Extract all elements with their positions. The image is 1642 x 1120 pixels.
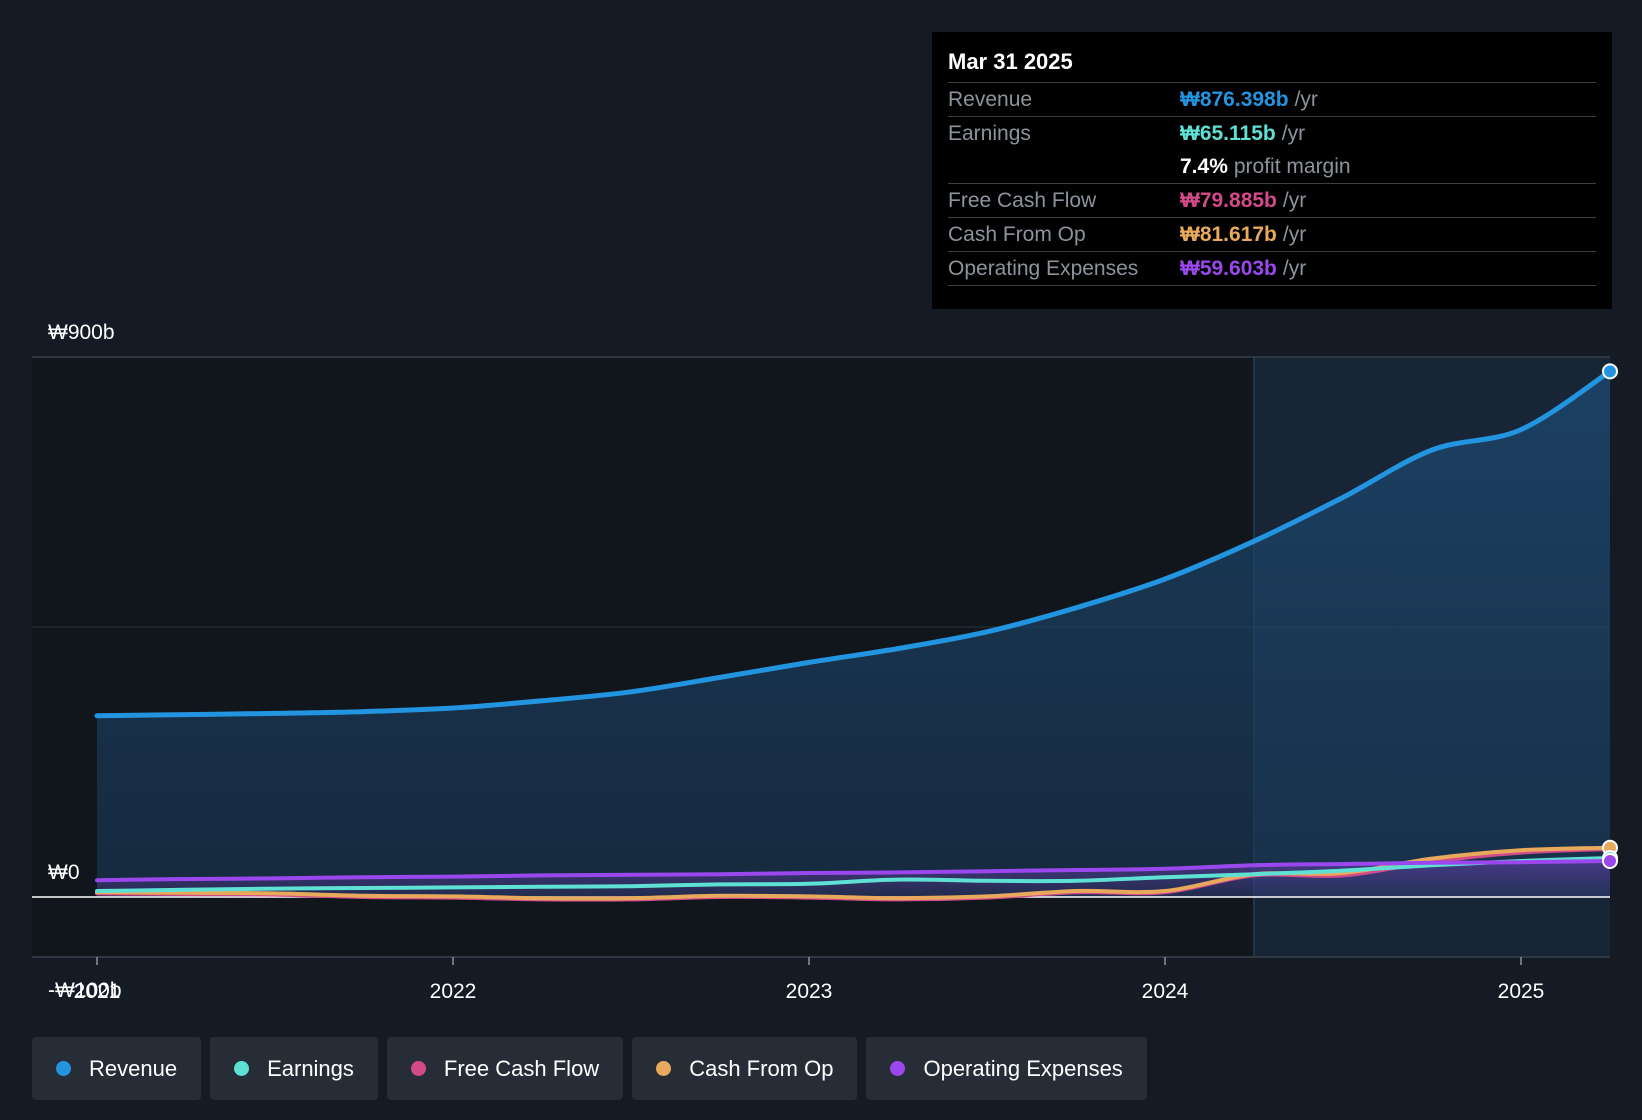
tooltip-value: 7.4% (1180, 154, 1228, 178)
tooltip-unit: /yr (1281, 121, 1306, 145)
tooltip-value: ₩79.885b (1180, 188, 1277, 212)
tooltip-unit: /yr (1282, 222, 1307, 246)
y-tick-label-900b: ₩900b (48, 321, 115, 344)
x-tick-label-2022: 2022 (430, 980, 477, 1003)
revenue-area (97, 371, 1610, 897)
legend-dot-icon (890, 1061, 906, 1076)
tooltip-row-free-cash-flow: Free Cash Flow ₩79.885b /yr (948, 184, 1596, 218)
tooltip-row-revenue: Revenue ₩876.398b /yr (948, 83, 1596, 117)
tooltip-value: ₩65.115b (1180, 121, 1276, 145)
y-tick-label-minus-100b: -₩100b (48, 979, 122, 1002)
tooltip-row-cash-from-op: Cash From Op ₩81.617b /yr (948, 218, 1596, 252)
series-line-revenue (94, 368, 1613, 719)
tooltip-label: Cash From Op (948, 222, 1086, 246)
tooltip-row-profit-margin: 7.4% profit margin (948, 150, 1596, 184)
legend-dot-icon (234, 1061, 250, 1076)
x-tick-label-2024: 2024 (1142, 980, 1189, 1003)
tooltip-row-operating-expenses: Operating Expenses ₩59.603b /yr (948, 252, 1596, 286)
legend-label: Earnings (267, 1055, 354, 1081)
legend-dot-icon (56, 1061, 71, 1076)
legend-label: Revenue (89, 1055, 178, 1081)
x-tick-label-2025: 2025 (1498, 980, 1545, 1003)
x-tick-label-2023: 2023 (786, 980, 833, 1003)
tooltip-unit: profit margin (1233, 154, 1351, 178)
legend-label: Cash From Op (689, 1055, 834, 1081)
tooltip-unit: /yr (1282, 256, 1307, 280)
x-tick-label-2021: 2021 (74, 980, 121, 1003)
tooltip-row-earnings: Earnings ₩65.115b /yr (948, 117, 1596, 150)
legend-label: Operating Expenses (923, 1055, 1123, 1081)
tooltip: Mar 31 2025 Revenue ₩876.398b /yr Earnin… (932, 32, 1612, 309)
legend-item-revenue[interactable]: Revenue (32, 1037, 202, 1100)
end-marker-operating-expenses (1602, 853, 1618, 869)
legend-dot-icon (656, 1061, 672, 1076)
legend-dot-icon (410, 1061, 426, 1076)
legend-label: Free Cash Flow (443, 1055, 600, 1081)
tooltip-value: ₩876.398b (1180, 87, 1289, 111)
tooltip-label: Free Cash Flow (948, 188, 1097, 212)
tooltip-unit: /yr (1294, 87, 1318, 111)
y-tick-label-0: ₩0 (48, 861, 80, 884)
legend-item-operating-expenses[interactable]: Operating Expenses (866, 1037, 1147, 1100)
tooltip-date: Mar 31 2025 (948, 46, 1596, 83)
series-line-earnings (95, 856, 1612, 893)
tooltip-label: Revenue (948, 87, 1033, 111)
legend-item-cash-from-op[interactable]: Cash From Op (632, 1037, 858, 1100)
legend-item-free-cash-flow[interactable]: Free Cash Flow (386, 1037, 624, 1100)
legend: Revenue Earnings Free Cash Flow Cash Fro… (32, 1037, 1147, 1100)
series-line-operating-expenses (95, 859, 1612, 883)
tooltip-value: ₩59.603b (1180, 256, 1277, 280)
end-marker-revenue (1602, 363, 1618, 380)
tooltip-label: Operating Expenses (948, 256, 1139, 280)
legend-item-earnings[interactable]: Earnings (210, 1037, 378, 1100)
tooltip-value: ₩81.617b (1180, 222, 1277, 246)
tooltip-unit: /yr (1282, 188, 1307, 212)
tooltip-label: Earnings (948, 121, 1031, 145)
